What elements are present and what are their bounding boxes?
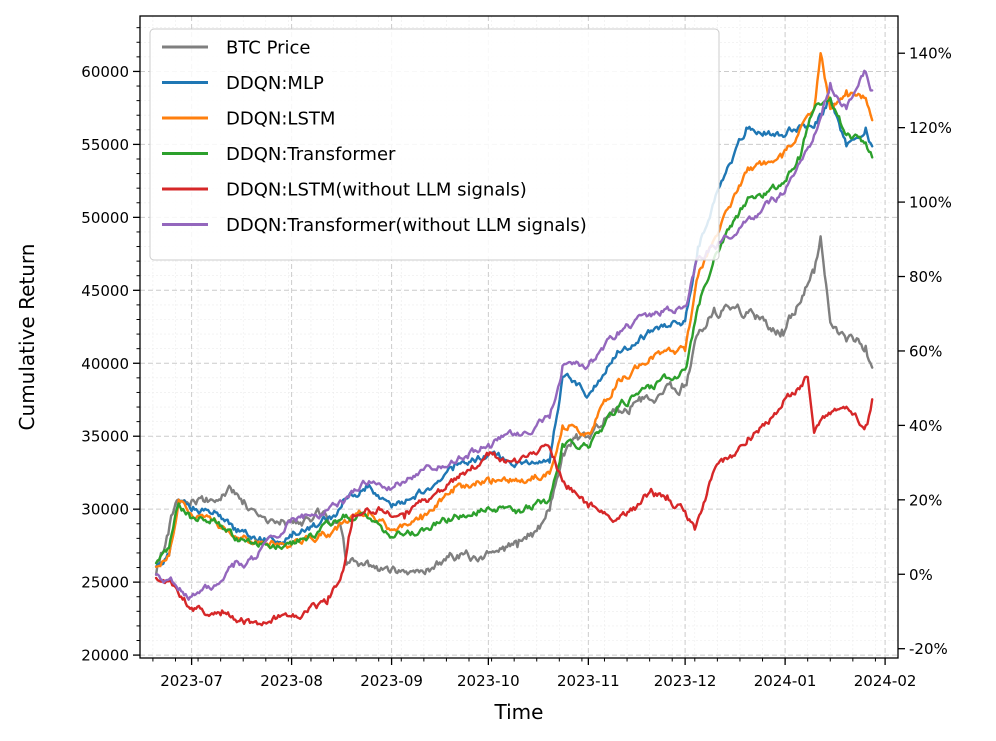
x-axis: 2023-07 2023-08 2023-09 2023-10 2023-11 2023-… (152, 658, 917, 690)
x-tick-label: 2023-10 (457, 672, 520, 690)
y-right-tick-label: 60% (909, 342, 942, 360)
series-line-ddqn-mlp (154, 96, 874, 568)
y-right-tick-label: 120% (909, 119, 952, 137)
plot-frame (139, 15, 899, 659)
series-lines (154, 52, 874, 627)
legend-frame (149, 28, 720, 261)
y-left-tick-label: 45000 (81, 282, 129, 300)
series-line-btc-price (154, 235, 874, 576)
x-tick-label: 2023-12 (654, 672, 717, 690)
legend-label-ddqn-transformer-without-llm-signals: DDQN:Transformer(without LLM signals) (226, 215, 587, 236)
x-tick-label: 2024-01 (754, 672, 817, 690)
y-right-tick-label: 0% (909, 566, 933, 584)
y-left-tick-label: 60000 (81, 63, 129, 81)
y-right-tick-label: 80% (909, 268, 942, 286)
x-tick-label: 2023-09 (360, 672, 423, 690)
legend-label-ddqn-mlp: DDQN:MLP (226, 73, 324, 94)
legend: BTC Price DDQN:MLP DDQN:LSTM DDQN:Transform… (149, 28, 720, 261)
x-tick-label: 2023-11 (557, 672, 620, 690)
y-left-tick-label: 20000 (81, 647, 129, 665)
y-left-tick-label: 25000 (81, 574, 129, 592)
x-tick-label: 2023-07 (160, 672, 223, 690)
y-left-tick-label: 30000 (81, 501, 129, 519)
y-left-tick-label: 50000 (81, 209, 129, 227)
y-right-tick-label: 20% (909, 491, 942, 509)
y-right-tick-label: -20% (909, 640, 948, 658)
y-right-tick-label: 140% (909, 45, 952, 63)
legend-label-btc-price: BTC Price (226, 38, 311, 59)
series-line-ddqn-transformer (154, 96, 874, 565)
y-left-tick-label: 40000 (81, 355, 129, 373)
y-left-tick-label: 35000 (81, 428, 129, 446)
y-right-tick-label: 100% (909, 194, 952, 212)
y-left-tick-label: 55000 (81, 136, 129, 154)
x-tick-label: 2024-02 (854, 672, 917, 690)
x-tick-label: 2023-08 (260, 672, 323, 690)
y-axis-right: -20% 0% 20% 40% 60% 80% 100% 120% 140% (898, 45, 952, 658)
x-axis-title: Time (494, 700, 544, 724)
legend-label-ddqn-lstm: DDQN:LSTM (226, 109, 335, 130)
legend-label-ddqn-lstm-without-llm-signals: DDQN:LSTM(without LLM signals) (226, 180, 527, 201)
legend-label-ddqn-transformer: DDQN:Transformer (226, 144, 396, 165)
series-line-ddqn-lstm (154, 52, 874, 568)
y-right-tick-label: 40% (909, 417, 942, 435)
y-axis-left: 20000 25000 30000 35000 40000 45000 50000 55000… (81, 27, 140, 665)
series-line-ddqn-lstm-without-llm-signals (154, 375, 874, 627)
series-line-ddqn-transformer-without-llm-signals (154, 69, 874, 601)
y-axis-title: Cumulative Return (15, 244, 39, 431)
